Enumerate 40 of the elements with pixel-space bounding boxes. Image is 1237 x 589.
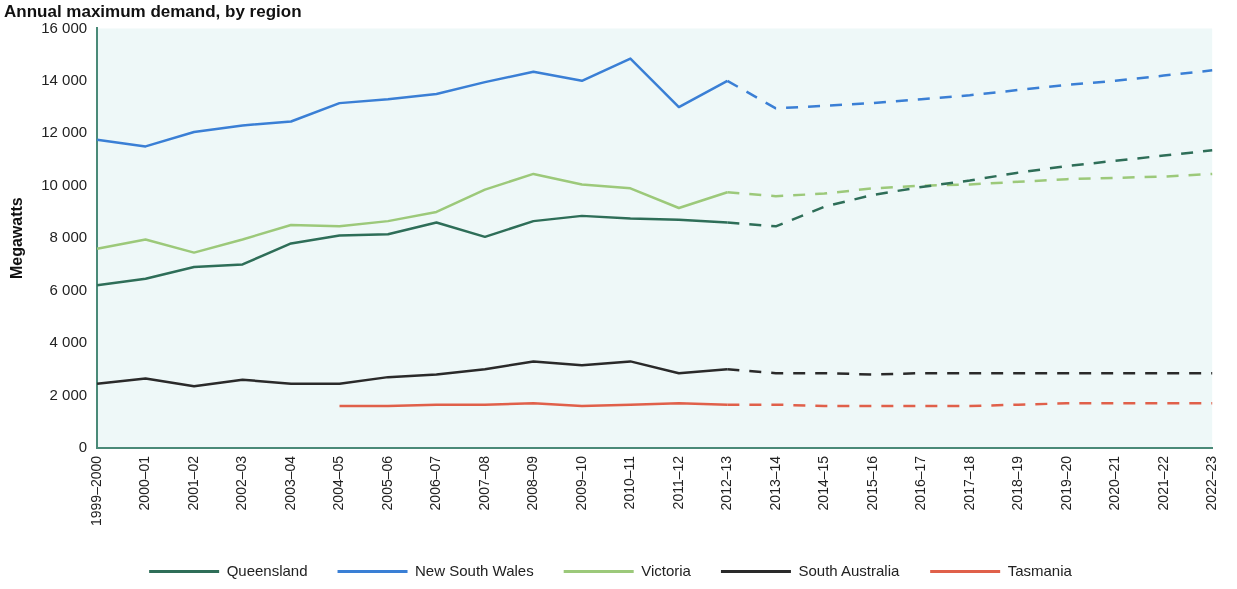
legend-label: Queensland	[226, 561, 308, 579]
x-tick-label: 2004–05	[330, 455, 347, 511]
x-tick-label: 2010–11	[621, 455, 638, 510]
x-tick-label: 2007–08	[475, 455, 492, 511]
x-tick-label: 1999–2000	[87, 455, 104, 526]
y-tick-label: 4 000	[49, 333, 88, 351]
x-tick-label: 2022–23	[1203, 455, 1220, 511]
y-tick-label: 12 000	[41, 123, 88, 141]
x-tick-label: 2002–03	[233, 455, 250, 511]
y-tick-label: 14 000	[41, 70, 88, 88]
x-tick-label: 2013–14	[766, 455, 783, 511]
legend-label: South Australia	[798, 561, 900, 579]
x-tick-label: 2016–17	[912, 455, 929, 511]
y-tick-label: 2 000	[49, 385, 88, 403]
x-tick-label: 2015–16	[863, 455, 880, 511]
y-tick-label: 0	[78, 438, 88, 456]
chart-title: Annual maximum demand, by region	[4, 1, 302, 21]
x-tick-label: 2000–01	[136, 455, 153, 511]
legend-label: New South Wales	[415, 561, 534, 579]
x-tick-label: 2017–18	[960, 455, 977, 511]
legend-label: Victoria	[641, 561, 692, 579]
y-axis-title: Megawatts	[8, 197, 26, 280]
x-tick-label: 2001–02	[184, 455, 201, 511]
x-tick-label: 2009–10	[572, 455, 589, 511]
y-tick-label: 6 000	[49, 280, 88, 298]
x-tick-label: 2003–04	[281, 455, 298, 511]
x-tick-label: 2018–19	[1009, 455, 1026, 511]
x-tick-label: 2011–12	[669, 455, 686, 510]
x-tick-label: 2006–07	[427, 455, 444, 511]
x-tick-label: 2008–09	[524, 455, 541, 511]
x-tick-label: 2012–13	[718, 455, 735, 511]
x-tick-label: 2019–20	[1057, 455, 1074, 511]
x-tick-label: 2020–21	[1106, 455, 1123, 511]
legend-label: Tasmania	[1007, 561, 1073, 579]
x-tick-label: 2021–22	[1154, 455, 1171, 511]
y-tick-label: 8 000	[49, 228, 88, 246]
y-tick-label: 10 000	[41, 175, 88, 193]
x-tick-label: 2005–06	[378, 455, 395, 511]
x-tick-label: 2014–15	[815, 455, 832, 511]
y-tick-label: 16 000	[41, 18, 88, 36]
